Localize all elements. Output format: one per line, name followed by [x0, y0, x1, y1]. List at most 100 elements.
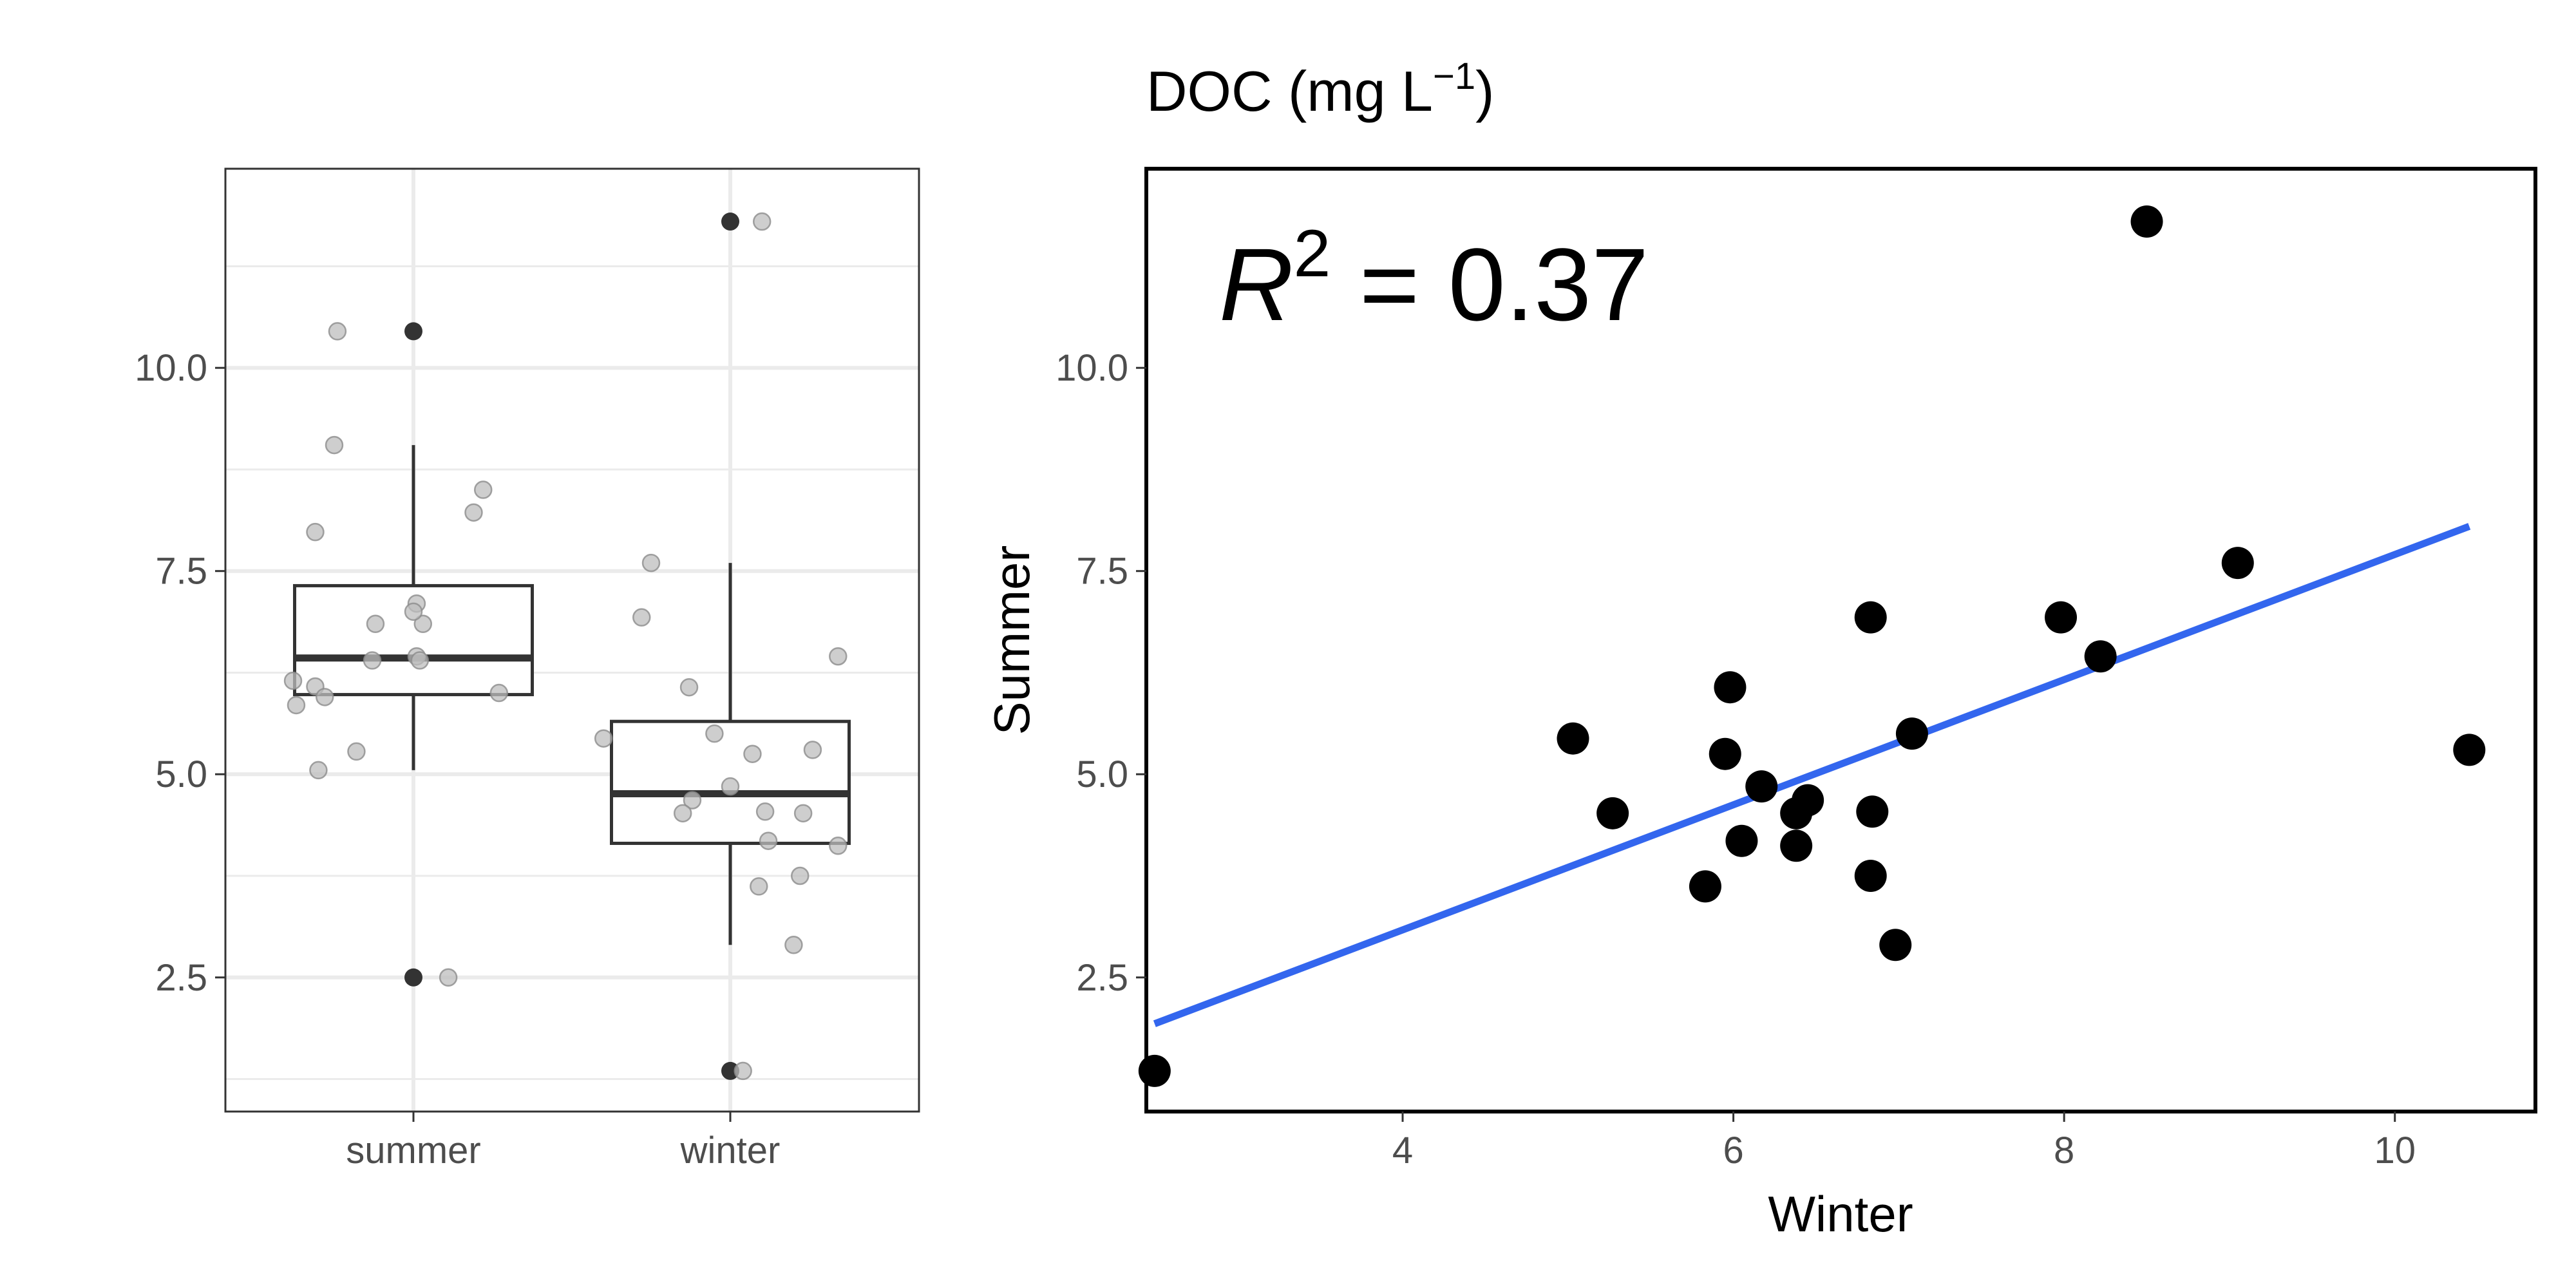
boxplot-jitter-point: [705, 724, 724, 743]
boxplot-jitter-point: [784, 936, 803, 954]
boxplot-outlier-point: [721, 1061, 739, 1080]
boxplot-panel-border: [224, 167, 920, 1113]
boxplot-jitter-point: [404, 602, 423, 621]
scatter-x-tick-label: 8: [2054, 1130, 2074, 1171]
boxplot-y-tick-label: 2.5: [155, 957, 207, 999]
scatter-title-superscript: −1: [1433, 55, 1475, 97]
scatter-panel-border: [1144, 167, 2537, 1113]
boxplot-jitter-point: [679, 677, 699, 697]
boxplot-jitter-point: [325, 435, 344, 455]
scatter-point: [1879, 929, 1912, 961]
scatter-point: [1854, 860, 1887, 892]
scatter-point: [1709, 737, 1741, 770]
scatter-x-ticks: 4 6 8 10: [1392, 1112, 2416, 1171]
boxplot-y-tick-label: 5.0: [155, 753, 207, 795]
scatter-title: DOC (mg L−1): [1146, 55, 1494, 123]
boxplot-x-tick-label-winter: winter: [680, 1130, 781, 1171]
boxplot-jitter-point: [734, 1061, 752, 1081]
scatter-point: [1856, 795, 1889, 828]
scatter-x-tick-label: 4: [1392, 1130, 1413, 1171]
boxplot-x-ticks: summer winter: [346, 1112, 780, 1171]
scatter-point: [1596, 797, 1629, 829]
boxplot-y-tick-label: 7.5: [155, 551, 207, 592]
boxplot-jitter-point: [363, 651, 382, 670]
scatter-point: [1138, 1054, 1171, 1087]
scatter-title-main: DOC (mg L: [1146, 59, 1433, 123]
boxplot-jitter-point: [315, 688, 334, 706]
boxplot-jitter-point: [489, 683, 509, 703]
r-squared-annotation: R2 = 0.37: [1219, 216, 1649, 342]
boxplot-jitter-point: [743, 744, 762, 763]
boxplot-box-summer: [293, 583, 534, 697]
boxplot-outlier-point: [404, 322, 422, 341]
scatter-point: [1895, 717, 1928, 750]
boxplot-jitter-point: [752, 212, 772, 231]
boxplot-jitter-point: [410, 651, 430, 670]
scatter-y-axis-title: Summer: [983, 545, 1040, 735]
boxplot-jitter-point: [287, 696, 306, 715]
boxplot-jitter-point: [790, 866, 810, 886]
boxplot-jitter-point: [464, 503, 483, 522]
scatter-point: [2453, 734, 2486, 766]
boxplot-jitter-point: [632, 608, 651, 627]
boxplot-jitter-point: [328, 322, 347, 341]
boxplot-jitter-point: [283, 671, 303, 690]
scatter-point: [2084, 640, 2117, 673]
boxplot-y-tick-label: 10.0: [135, 347, 207, 389]
scatter-title-suffix: ): [1475, 59, 1494, 123]
boxplot-jitter-points: [283, 212, 848, 1081]
scatter-point: [2045, 601, 2078, 634]
boxplot-x-tick-label-summer: summer: [346, 1130, 480, 1171]
boxplot-jitter-point: [750, 877, 768, 896]
boxplot-jitter-point: [306, 522, 325, 542]
scatter-y-tick-label: 2.5: [1076, 957, 1128, 999]
scatter-points: [1138, 205, 2486, 1087]
scatter-point: [1745, 770, 1778, 803]
scatter-point: [2130, 205, 2163, 238]
boxplot-jitter-point: [473, 480, 493, 499]
regression-line: [1153, 523, 2471, 1027]
boxplot-panel: 2.5 5.0 7.5 10.0 summer winter: [135, 167, 920, 1171]
scatter-x-tick-label: 6: [1723, 1130, 1743, 1171]
regression-line-group: [1153, 523, 2471, 1027]
boxplot-jitter-point: [347, 742, 366, 761]
boxplot-jitter-point: [759, 831, 778, 850]
boxplot-jitter-point: [793, 804, 813, 823]
r-squared-superscript: 2: [1294, 216, 1331, 291]
scatter-y-ticks: 2.5 5.0 7.5 10.0: [1056, 347, 1146, 999]
r-squared-value: = 0.37: [1331, 227, 1649, 342]
boxplot-jitter-point: [721, 777, 740, 796]
boxplot-outlier-point: [404, 968, 422, 987]
scatter-y-tick-label: 5.0: [1076, 753, 1128, 795]
boxplot-jitter-point: [829, 837, 848, 855]
boxplot-outlier-point: [721, 213, 739, 231]
boxplot-jitter-point: [641, 553, 661, 573]
scatter-panel-background: [1146, 169, 2535, 1112]
boxplot-jitter-point: [673, 804, 692, 823]
boxplot-y-ticks: 2.5 5.0 7.5 10.0: [135, 347, 225, 999]
boxplot-jitter-point: [413, 614, 433, 634]
scatter-point: [1792, 784, 1824, 817]
scatter-x-axis-title: Winter: [1768, 1186, 1913, 1242]
scatter-panel: 2.5 5.0 7.5 10.0 4 6 8 10 DOC (mg L−1) R2 = 0.…: [983, 55, 2537, 1242]
scatter-point: [1689, 870, 1721, 903]
boxplot-jitter-point: [439, 968, 458, 987]
r-squared-symbol: R: [1219, 227, 1294, 342]
scatter-y-tick-label: 7.5: [1076, 551, 1128, 592]
scatter-y-tick-label: 10.0: [1056, 347, 1128, 389]
boxplot-jitter-point: [829, 647, 848, 666]
scatter-point: [2221, 547, 2254, 580]
scatter-point: [1854, 601, 1887, 634]
scatter-point: [1725, 824, 1758, 857]
boxplot-jitter-point: [683, 791, 702, 810]
boxplot-jitter-point: [594, 729, 613, 748]
boxplot-jitter-point: [755, 802, 775, 821]
boxplot-jitter-point: [366, 614, 385, 634]
scatter-point: [1714, 671, 1747, 704]
boxplot-jitter-point: [803, 741, 822, 759]
scatter-x-tick-label: 10: [2374, 1130, 2416, 1171]
scatter-point: [1780, 829, 1813, 862]
scatter-point: [1557, 722, 1589, 755]
